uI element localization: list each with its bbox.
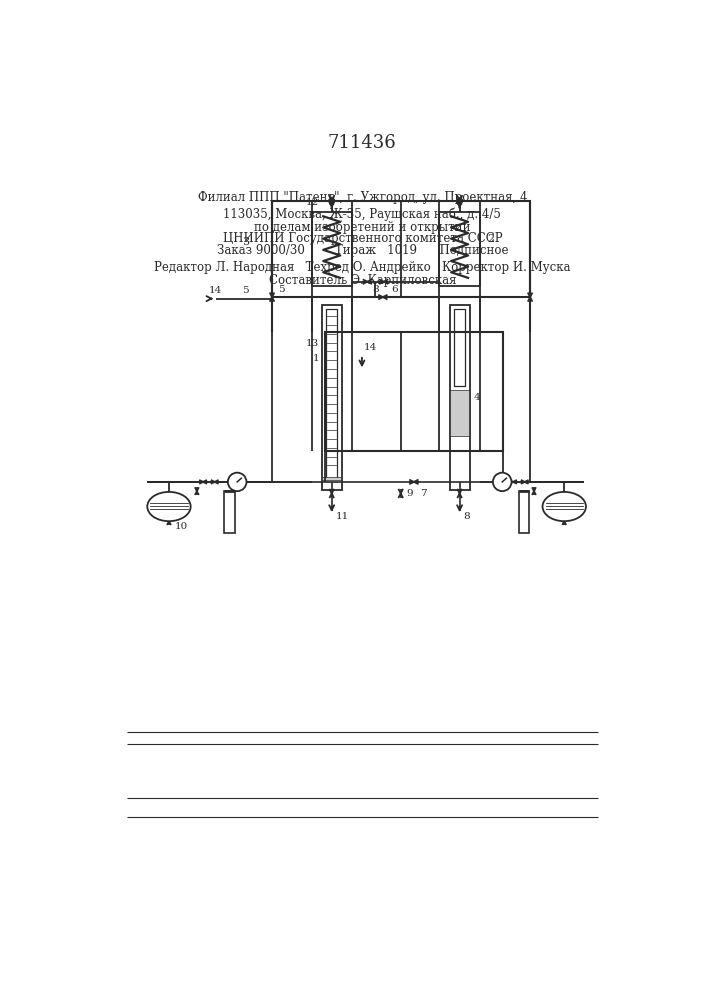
Text: 10: 10 — [175, 522, 189, 531]
Text: 8: 8 — [464, 512, 470, 521]
Text: 1: 1 — [312, 354, 320, 363]
Text: 4: 4 — [474, 393, 480, 402]
Bar — [450, 305, 469, 490]
Text: 11: 11 — [336, 512, 349, 521]
Text: по делам изобретений и открытий: по делам изобретений и открытий — [254, 220, 471, 234]
Text: 9: 9 — [407, 489, 414, 498]
Bar — [272, 201, 530, 297]
Bar — [327, 309, 337, 478]
Text: Филиал ППП "Патент", г. Ужгород, ул. Проектная, 4: Филиал ППП "Патент", г. Ужгород, ул. Про… — [197, 190, 527, 204]
Bar — [322, 477, 341, 480]
Bar — [224, 491, 235, 533]
Text: 5: 5 — [279, 285, 285, 294]
Text: Составитель Э. Карпиловская: Составитель Э. Карпиловская — [269, 274, 456, 287]
Text: Редактор Л. Народная   Техред О. Андрейко   Корректор И. Муска: Редактор Л. Народная Техред О. Андрейко … — [154, 261, 571, 274]
Bar — [518, 491, 530, 533]
Bar — [450, 389, 469, 436]
Bar — [440, 212, 480, 286]
Text: Заказ 9000/30        Тираж   1019      Подписное: Заказ 9000/30 Тираж 1019 Подписное — [216, 244, 508, 257]
Text: 113035, Москва, Ж-35, Раушская наб., д. 4/5: 113035, Москва, Ж-35, Раушская наб., д. … — [223, 208, 501, 221]
Ellipse shape — [542, 492, 586, 521]
Ellipse shape — [147, 492, 191, 521]
Text: 5: 5 — [242, 286, 248, 295]
Text: 6: 6 — [391, 285, 398, 294]
Text: 14: 14 — [363, 343, 377, 352]
Bar — [325, 332, 503, 451]
Text: ЦНИИПИ Государственного комитета СССР: ЦНИИПИ Государственного комитета СССР — [223, 232, 502, 245]
Text: 7: 7 — [420, 489, 426, 498]
Bar — [322, 305, 341, 490]
Text: 711436: 711436 — [327, 134, 397, 152]
Text: 13: 13 — [306, 339, 320, 348]
Text: 8: 8 — [372, 285, 378, 294]
Circle shape — [228, 473, 247, 491]
Text: 12: 12 — [305, 198, 319, 207]
Bar — [312, 212, 352, 286]
Circle shape — [493, 473, 512, 491]
Text: 3: 3 — [243, 237, 250, 247]
Text: 2: 2 — [488, 234, 495, 244]
Text: 14: 14 — [209, 286, 222, 295]
Bar — [454, 309, 465, 386]
